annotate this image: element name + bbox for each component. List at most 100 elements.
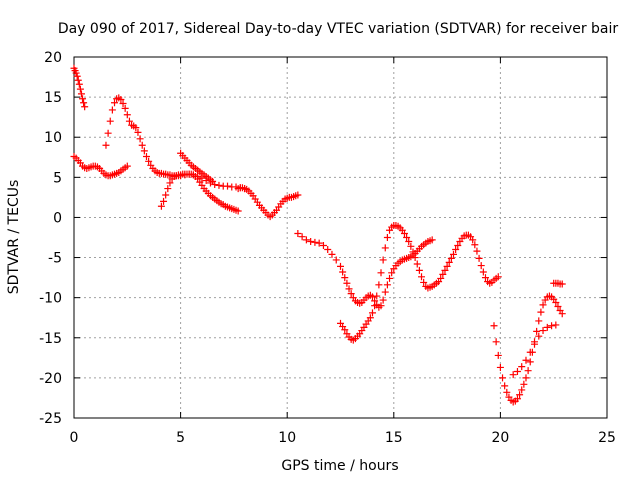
- y-tick-label: 20: [44, 50, 62, 66]
- data-point: [347, 290, 355, 298]
- y-tick-label: 5: [53, 170, 62, 186]
- data-point: [77, 90, 85, 98]
- data-point: [552, 321, 560, 329]
- data-point: [215, 181, 223, 189]
- data-point: [439, 270, 447, 278]
- data-point: [531, 340, 539, 348]
- data-point: [368, 293, 376, 301]
- x-tick-label: 15: [385, 430, 403, 446]
- data-point: [526, 358, 534, 366]
- data-point: [420, 278, 428, 286]
- data-point: [558, 310, 566, 318]
- data-series: [177, 149, 217, 185]
- data-series: [509, 321, 560, 379]
- chart-title: Day 090 of 2017, Sidereal Day-to-day VTE…: [58, 21, 619, 37]
- data-point: [121, 104, 129, 112]
- data-point: [454, 242, 462, 250]
- data-point: [108, 106, 116, 114]
- data-point: [409, 248, 417, 256]
- data-point: [307, 238, 315, 246]
- data-point: [477, 262, 485, 270]
- data-point: [209, 177, 217, 185]
- data-point: [145, 157, 153, 165]
- data-point: [345, 285, 353, 293]
- data-point: [520, 380, 528, 388]
- data-point: [294, 191, 302, 199]
- data-point: [366, 314, 374, 322]
- data-point: [475, 254, 483, 262]
- x-tick-label: 20: [491, 430, 509, 446]
- y-axis-label: SDTVAR / TECUs: [6, 180, 22, 295]
- plot-frame: [73, 56, 608, 419]
- data-point: [558, 280, 566, 288]
- data-point: [111, 99, 119, 107]
- data-point: [513, 395, 521, 403]
- data-point: [537, 308, 545, 316]
- data-point: [142, 152, 150, 160]
- data-point: [337, 262, 344, 270]
- data-series: [550, 279, 566, 288]
- data-point: [554, 302, 562, 310]
- data-point: [452, 246, 460, 254]
- data-point: [160, 197, 168, 205]
- data-point: [524, 367, 532, 375]
- data-point: [75, 80, 83, 88]
- data-point: [494, 351, 502, 359]
- data-point: [79, 95, 87, 103]
- data-point: [102, 141, 110, 149]
- data-series: [234, 184, 302, 221]
- data-point: [473, 247, 481, 255]
- data-point: [117, 96, 125, 104]
- data-point: [157, 202, 165, 210]
- data-point: [518, 386, 526, 394]
- data-point: [494, 273, 502, 281]
- data-point: [526, 348, 534, 356]
- data-point: [388, 269, 396, 277]
- data-point: [552, 298, 560, 306]
- data-points: [70, 64, 566, 406]
- data-point: [373, 292, 381, 300]
- data-point: [125, 117, 133, 125]
- data-point: [522, 356, 530, 364]
- data-point: [74, 76, 82, 84]
- data-point: [418, 273, 426, 281]
- data-point: [386, 274, 394, 282]
- data-point: [411, 254, 419, 262]
- data-point: [76, 85, 84, 93]
- data-point: [119, 100, 127, 108]
- y-tick-label: -5: [48, 251, 62, 267]
- y-tick-label: -10: [39, 291, 62, 307]
- data-series: [157, 170, 242, 215]
- data-point: [522, 374, 530, 382]
- data-series: [294, 229, 436, 311]
- data-point: [72, 69, 80, 77]
- data-point: [162, 191, 170, 199]
- data-point: [311, 238, 319, 246]
- data-point: [381, 244, 389, 252]
- data-point: [106, 117, 114, 125]
- data-point: [371, 302, 379, 310]
- data-point: [379, 256, 387, 264]
- data-point: [539, 327, 547, 335]
- data-point: [379, 296, 387, 304]
- data-point: [539, 301, 547, 309]
- data-point: [407, 242, 415, 250]
- data-point: [499, 374, 507, 382]
- data-point: [441, 266, 449, 274]
- data-point: [234, 207, 242, 215]
- data-point: [381, 288, 389, 296]
- data-point: [319, 242, 327, 250]
- data-point: [543, 323, 551, 331]
- data-series: [70, 152, 131, 180]
- data-point: [481, 274, 489, 282]
- data-point: [403, 234, 411, 241]
- x-tick-label: 25: [598, 430, 616, 446]
- data-point: [428, 236, 436, 244]
- data-point: [492, 338, 500, 346]
- y-tick-label: -20: [39, 371, 62, 387]
- data-point: [81, 103, 89, 111]
- data-series: [490, 292, 566, 406]
- data-point: [138, 141, 146, 149]
